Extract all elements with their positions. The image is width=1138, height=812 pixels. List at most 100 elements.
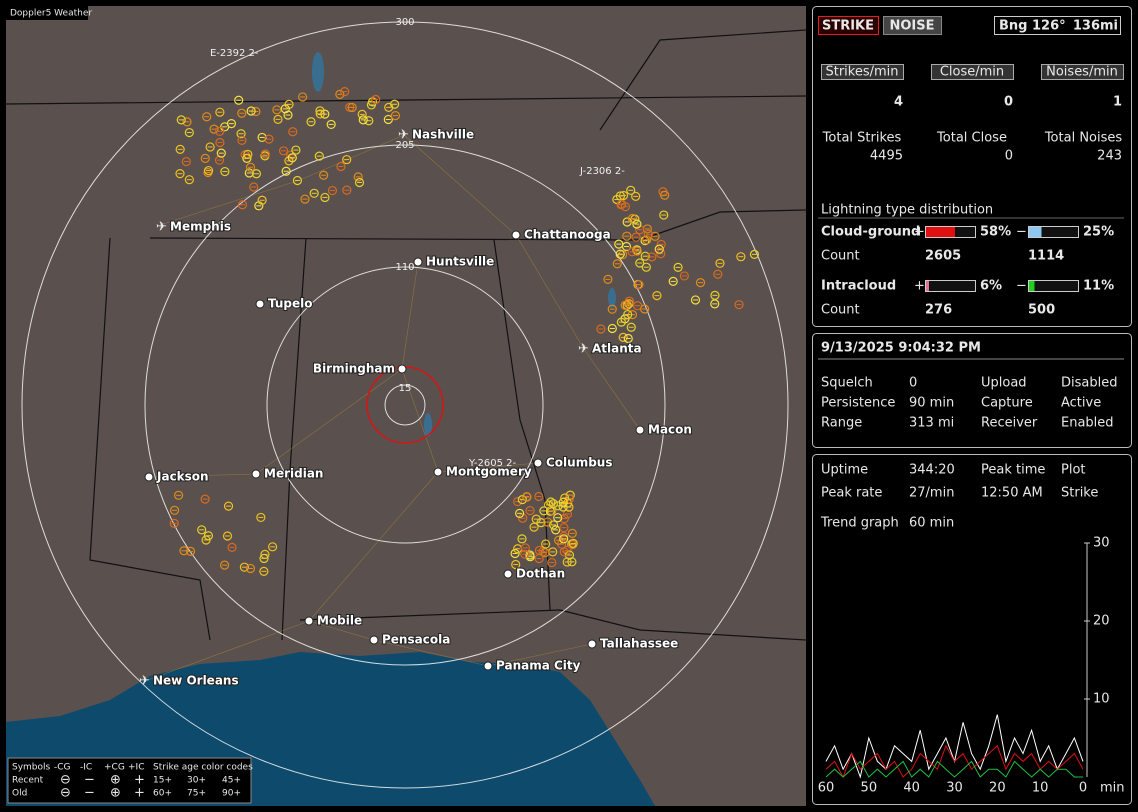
strike-symbol bbox=[734, 300, 744, 310]
strike-symbol bbox=[560, 493, 570, 503]
strike-symbol bbox=[287, 153, 297, 163]
strike-symbol bbox=[618, 332, 628, 342]
strike-symbol bbox=[251, 169, 262, 179]
strike-symbol bbox=[659, 210, 669, 220]
strike-symbol bbox=[548, 499, 558, 509]
rate-header-label: Noises/min bbox=[1046, 65, 1118, 80]
strike-symbol bbox=[236, 129, 246, 139]
pct-bar bbox=[926, 227, 955, 237]
strike-symbol bbox=[314, 151, 324, 161]
strike-symbol bbox=[607, 323, 617, 334]
strike-symbol bbox=[559, 534, 569, 544]
city-dot bbox=[397, 364, 407, 374]
x-tick-label: 60 bbox=[818, 781, 835, 796]
bearing: Bng 126° bbox=[999, 19, 1066, 34]
legend-header: -CG bbox=[54, 763, 71, 773]
strike-symbol bbox=[654, 244, 664, 254]
strike-symbol bbox=[690, 295, 701, 305]
strike-symbol bbox=[620, 202, 630, 212]
strike-symbol bbox=[336, 161, 346, 172]
strike-symbol bbox=[288, 127, 298, 137]
strike-symbol bbox=[227, 542, 237, 552]
strike-symbol bbox=[522, 492, 532, 502]
pct-bar bbox=[1029, 227, 1042, 237]
distribution-title: Lightning type distribution bbox=[821, 203, 993, 218]
rate-header bbox=[1041, 64, 1124, 80]
pct-label: 6% bbox=[980, 279, 1002, 294]
strike-symbol bbox=[182, 117, 192, 127]
strike-symbol bbox=[234, 95, 244, 105]
strike-symbol bbox=[280, 104, 290, 114]
strike-symbol bbox=[529, 522, 539, 532]
strike-symbol bbox=[641, 262, 651, 272]
strike-symbol bbox=[244, 168, 254, 178]
strike-symbol bbox=[553, 501, 563, 511]
city-label: Montgomery bbox=[446, 465, 532, 479]
rate-header bbox=[931, 64, 1014, 80]
strike-symbol bbox=[200, 494, 210, 504]
trend-line bbox=[825, 760, 1083, 778]
strike-symbol bbox=[215, 137, 225, 148]
strike-symbol bbox=[181, 156, 191, 167]
strike-symbol bbox=[179, 546, 189, 556]
strike-symbol bbox=[558, 502, 568, 512]
strike-symbol bbox=[243, 149, 253, 159]
city-label: Panama City bbox=[496, 659, 581, 673]
legend-row: Recent bbox=[12, 776, 44, 786]
stat-text: Plot bbox=[1061, 463, 1086, 478]
strike-symbol bbox=[642, 235, 652, 245]
city-dot bbox=[255, 299, 265, 309]
strike-symbol bbox=[547, 557, 557, 568]
strike-symbol bbox=[634, 280, 644, 290]
city-dot bbox=[503, 569, 513, 579]
storm-id: J-2306 2- bbox=[579, 166, 625, 177]
strike-symbol bbox=[643, 229, 653, 239]
setting-text: Upload bbox=[981, 376, 1027, 391]
settings-panel bbox=[812, 333, 1132, 448]
mode-button[interactable] bbox=[883, 16, 942, 35]
setting-text: Squelch bbox=[821, 376, 873, 391]
type-name: Cloud-ground bbox=[821, 225, 920, 240]
strike-symbol bbox=[326, 119, 336, 130]
strike-symbol bbox=[541, 539, 551, 549]
strike-symbol bbox=[246, 106, 256, 116]
strike-symbol bbox=[631, 191, 641, 201]
strike-symbol bbox=[219, 560, 230, 570]
city-dot bbox=[433, 467, 443, 477]
y-tick-label: 10 bbox=[1093, 692, 1110, 707]
strike-symbol bbox=[520, 549, 530, 559]
legend-symbol: ⊕ bbox=[110, 773, 121, 788]
strike-symbol bbox=[335, 89, 345, 99]
city-label: Memphis bbox=[170, 220, 231, 234]
strike-symbol bbox=[347, 102, 357, 113]
state-borders bbox=[5, 29, 807, 641]
setting-text: 313 mi bbox=[909, 416, 954, 431]
strike-symbol bbox=[632, 246, 642, 256]
range-label: 110 bbox=[395, 262, 414, 273]
mode-button[interactable] bbox=[818, 16, 879, 35]
strike-symbol bbox=[618, 190, 629, 201]
city-dot bbox=[635, 425, 645, 435]
count-value: 2605 bbox=[925, 249, 961, 264]
x-tick-label: 30 bbox=[946, 781, 963, 796]
legend-header: +IC bbox=[128, 763, 144, 773]
stat-text: 12:50 AM bbox=[981, 486, 1043, 501]
y-tick-label: 30 bbox=[1093, 536, 1110, 551]
strike-symbol bbox=[173, 490, 184, 500]
strike-symbol bbox=[562, 557, 572, 567]
strike-symbol bbox=[315, 109, 325, 119]
strike-symbol bbox=[203, 165, 214, 176]
strike-symbol bbox=[245, 162, 256, 172]
strike-symbol bbox=[169, 518, 179, 528]
pct-track bbox=[1028, 280, 1079, 292]
strike-symbol bbox=[551, 525, 561, 535]
stat-text: Peak rate bbox=[821, 486, 882, 501]
airport-icon: ✈ bbox=[156, 220, 167, 235]
storm-id: E-2392 2- bbox=[210, 48, 259, 59]
city-dot bbox=[369, 635, 379, 645]
mode-label: STRIKE bbox=[822, 19, 874, 34]
strike-symbol bbox=[215, 107, 225, 117]
strike-symbol bbox=[715, 258, 725, 268]
strike-symbol bbox=[306, 117, 316, 127]
strike-symbol bbox=[216, 148, 226, 158]
